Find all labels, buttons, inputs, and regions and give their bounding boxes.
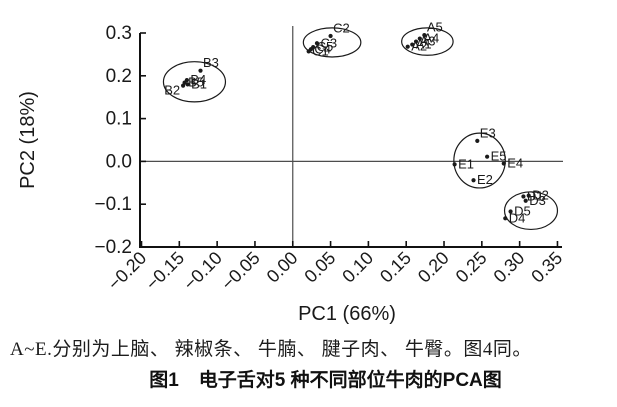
- data-point-A3: [413, 39, 419, 44]
- point-label-E2: E2: [477, 172, 493, 187]
- data-point-C3: [314, 41, 320, 46]
- point-label-C1: C1: [312, 43, 329, 58]
- point-label-B1: B1: [191, 76, 207, 91]
- cluster-ellipse-B: [162, 61, 227, 103]
- point-label-D5: D5: [514, 203, 531, 218]
- point-label-B4: B4: [190, 72, 206, 87]
- point-label-A4: A4: [423, 31, 439, 46]
- x-tick-label: 0.35: [527, 248, 566, 287]
- point-label-A3: A3: [420, 34, 436, 49]
- cluster-ellipse-E: [453, 132, 506, 189]
- x-tick-label: 0.05: [300, 248, 339, 287]
- point-label-C3: C3: [320, 35, 337, 50]
- cluster-ellipse-C: [302, 27, 362, 58]
- x-tick-label: −0.15: [142, 248, 188, 294]
- point-label-E1: E1: [458, 156, 474, 171]
- point-label-B2: B2: [164, 83, 180, 98]
- x-tick-label: 0.15: [376, 248, 415, 287]
- pca-scatter-plot: A1A2A3A4A5B1B2B3B4B5C1C2C3C4C5D1D2D3D4D5…: [17, 20, 566, 325]
- point-label-D2: D2: [532, 188, 549, 203]
- y-tick-label: 0.3: [106, 23, 132, 44]
- figure-number: 图1: [149, 370, 179, 391]
- pca-chart: A1 A2 A3 A4 A5 B1 B2 B3 B4 B5 C1 C2 C3 C4 C5 D1 D2 D3 D4 D5…: [17, 20, 566, 325]
- data-point-E5: [485, 154, 490, 159]
- point-label-D1: D1: [527, 188, 544, 203]
- point-label-C2: C2: [333, 20, 350, 35]
- y-tick-label: 0.2: [106, 66, 132, 87]
- x-tick-label: −0.05: [217, 248, 263, 294]
- data-point-E4: [501, 161, 506, 166]
- data-point-D5: [508, 209, 513, 214]
- point-label-B5: B5: [188, 75, 204, 90]
- x-tick-label: 0.00: [263, 248, 302, 287]
- data-point-C2: [328, 33, 333, 39]
- data-point-A4: [417, 36, 422, 41]
- point-label-C5: C5: [317, 39, 334, 54]
- point-label-A5: A5: [427, 20, 443, 35]
- data-point-A2: [405, 44, 410, 49]
- x-tick-label: 0.20: [414, 248, 453, 287]
- y-tick-label: 0.1: [106, 109, 132, 130]
- data-point-D3: [523, 198, 528, 203]
- x-axis-title: PC1 (66%): [298, 303, 396, 325]
- data-point-D4: [503, 216, 508, 221]
- y-tick-label: −0.2: [94, 237, 132, 258]
- data-point-B3: [198, 68, 203, 73]
- x-tick-label: 0.30: [490, 248, 529, 287]
- data-point-E2: [471, 178, 476, 183]
- figure-note: A~E.分别为上脑、 辣椒条、 牛腩、 腱子肉、 牛臀。图4同。: [10, 339, 532, 360]
- data-point-B5: [182, 80, 187, 85]
- data-point-E3: [475, 138, 480, 143]
- y-axis-title: PC2 (18%): [17, 91, 39, 189]
- data-point-D2: [526, 193, 531, 198]
- figure-caption: 图1 电子舌对5 种不同部位牛肉的PCA图: [0, 368, 617, 394]
- cluster-ellipse-D: [503, 191, 559, 231]
- point-label-B3: B3: [203, 55, 219, 70]
- point-label-C4: C4: [314, 41, 331, 56]
- figure-title: 电子舌对5 种不同部位牛肉的PCA图: [198, 370, 502, 391]
- y-tick-label: −0.1: [94, 194, 132, 215]
- y-tick-label: 0.0: [106, 151, 132, 172]
- point-label-E5: E5: [491, 149, 507, 164]
- data-point-E1: [452, 162, 457, 167]
- x-tick-label: −0.10: [180, 248, 226, 294]
- cluster-ellipse-A: [401, 27, 454, 56]
- data-point-A1: [410, 42, 415, 47]
- data-point-A5: [422, 33, 427, 38]
- x-tick-label: 0.10: [338, 248, 377, 287]
- point-label-D4: D4: [509, 210, 526, 225]
- point-label-E4: E4: [507, 156, 523, 171]
- point-label-E3: E3: [480, 125, 496, 140]
- data-point-C5: [311, 45, 316, 50]
- x-tick-label: 0.25: [452, 248, 491, 287]
- point-label-D3: D3: [529, 193, 546, 208]
- data-point-D1: [521, 194, 526, 199]
